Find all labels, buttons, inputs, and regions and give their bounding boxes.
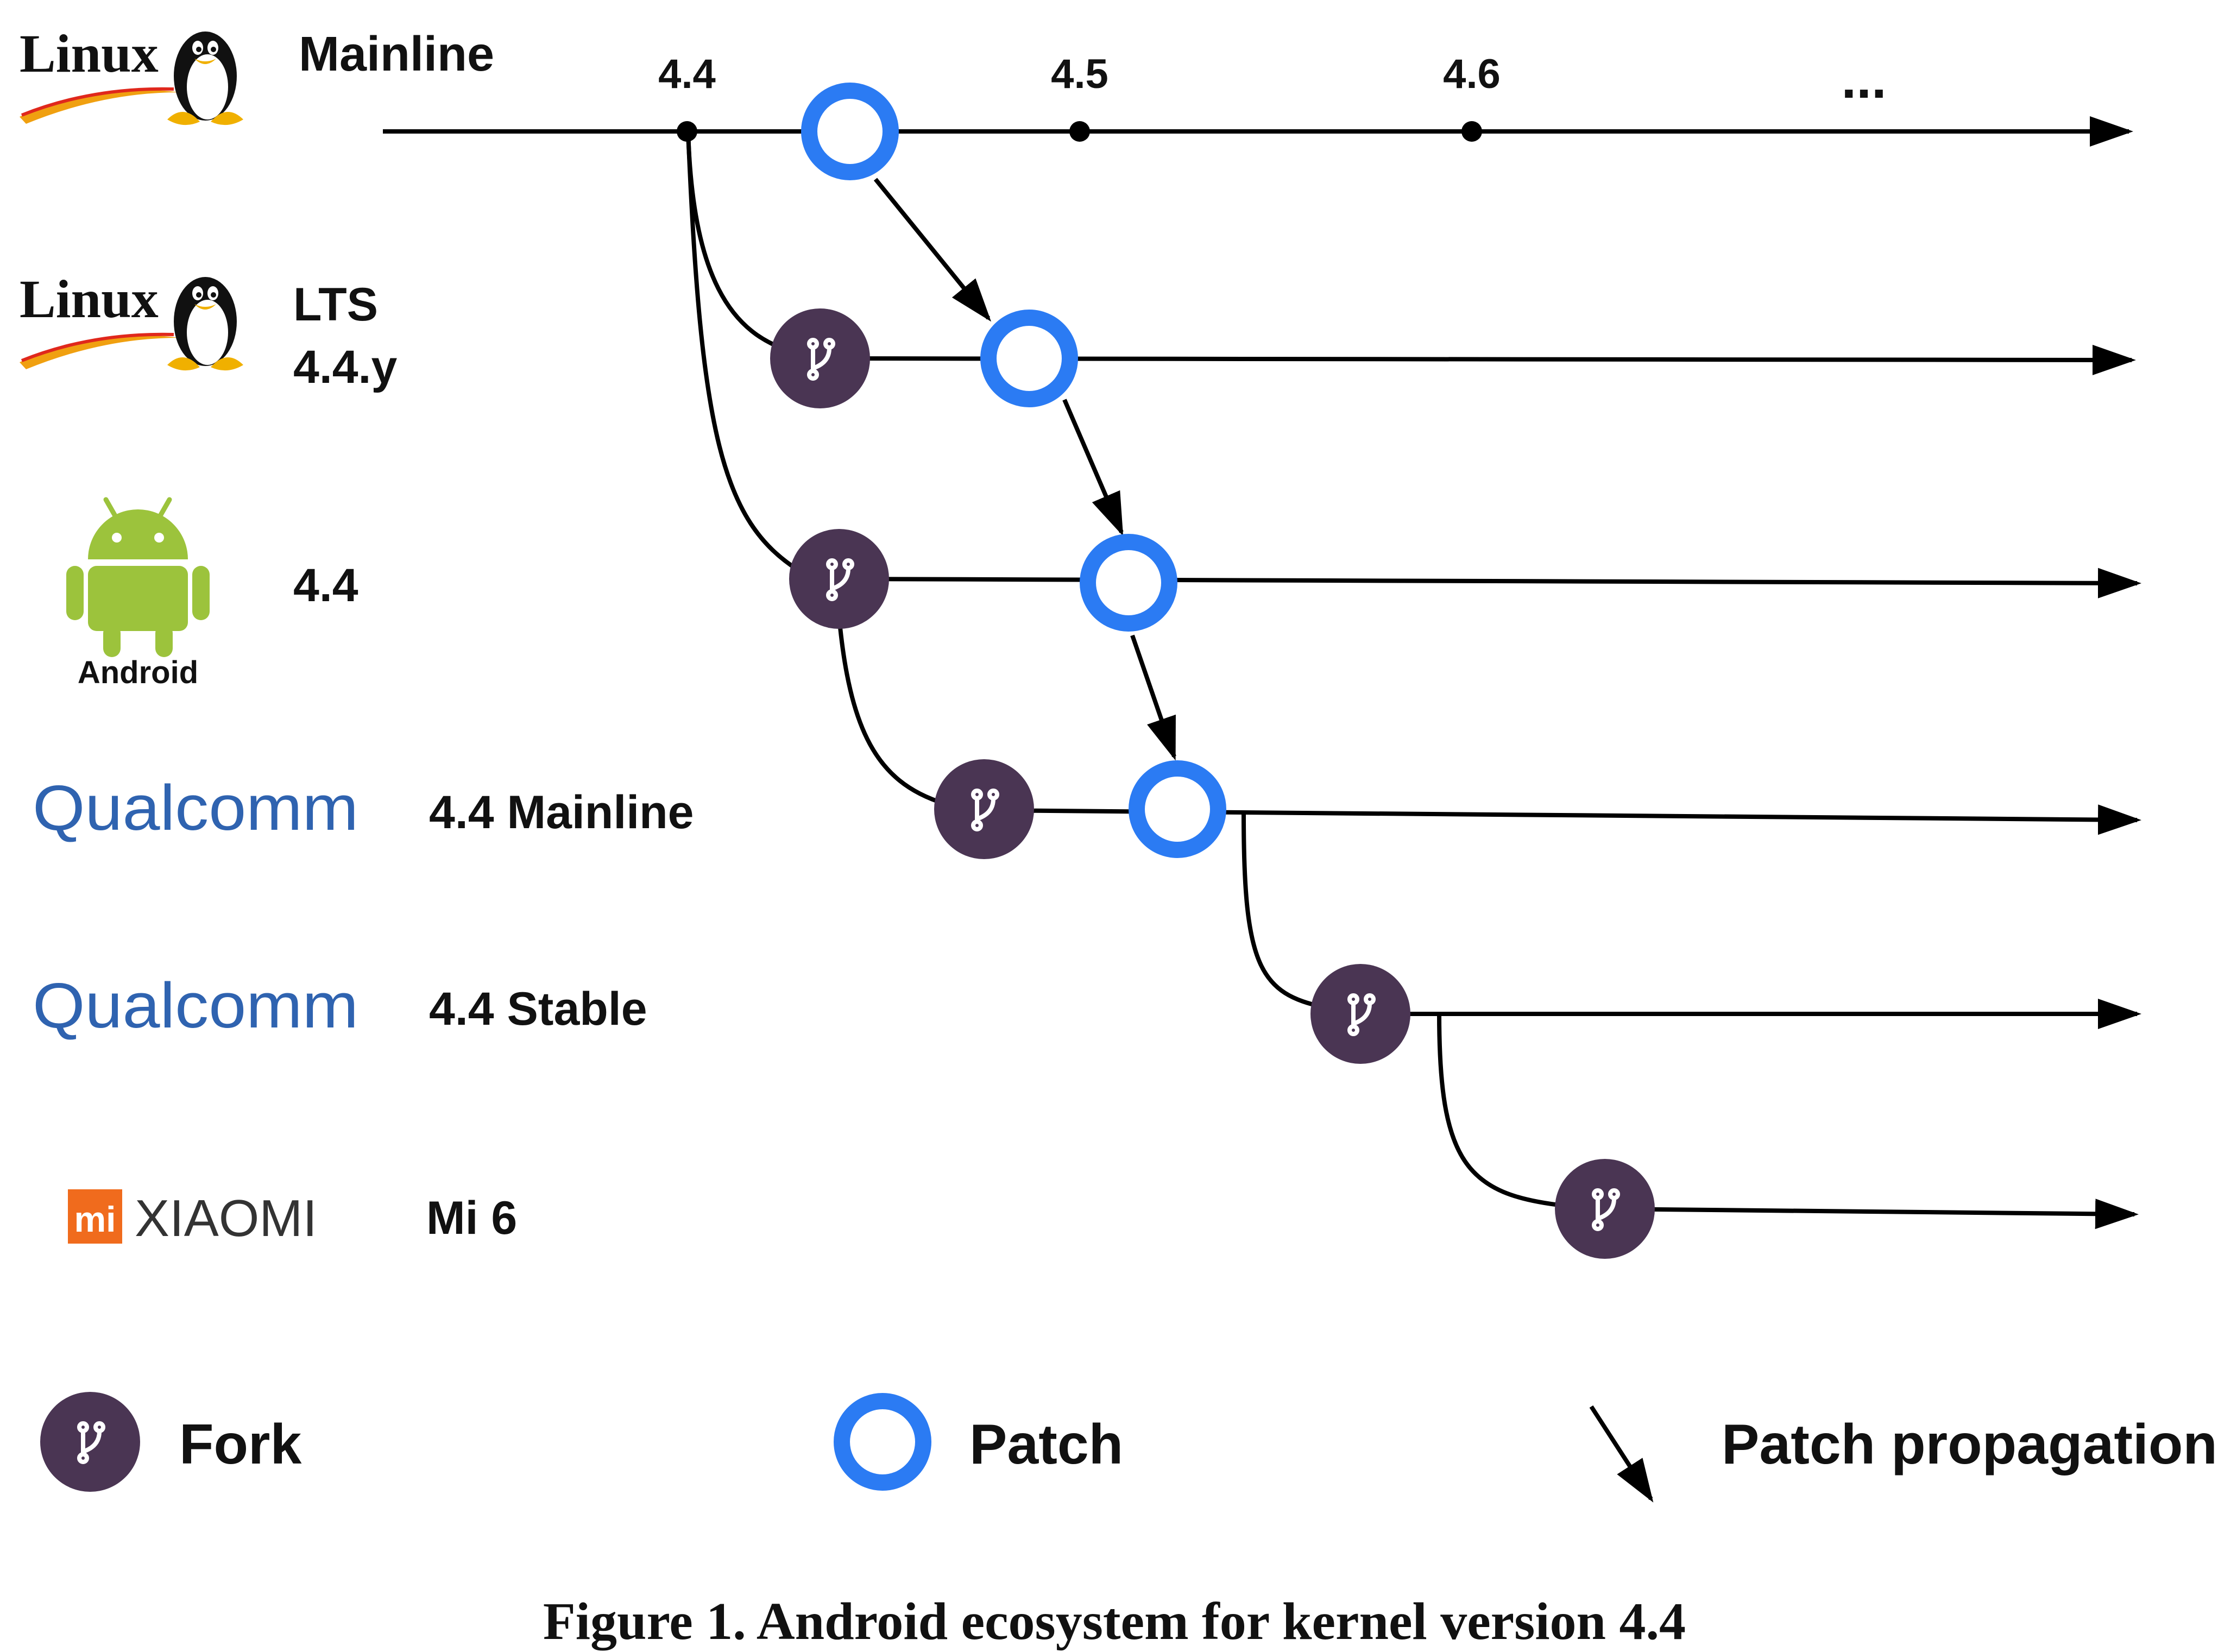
version-label-more: ... [1841, 49, 1886, 110]
version-dot-4-6 [1461, 121, 1482, 142]
row-label-qualcomm-mainline: 4.4 Mainline [429, 786, 694, 838]
patch-node-mainline [801, 83, 899, 180]
xiaomi-badge-text: mi [74, 1199, 116, 1239]
version-dot-4-4 [677, 121, 697, 142]
linux-logo-text: Linux [20, 23, 159, 84]
patch-node-android [1080, 534, 1177, 632]
version-label-4-4: 4.4 [658, 51, 716, 97]
patch-propagation-arrows [873, 178, 1176, 761]
legend-patch-label: Patch [969, 1413, 1123, 1476]
xiaomi-logo: mi XIAOMI [68, 1189, 317, 1247]
patch-nodes [801, 83, 1226, 858]
android-logo-text: Android [78, 655, 198, 690]
patch-node-lts [980, 310, 1078, 407]
fork-curve-qualcomm-stable [1242, 814, 1326, 1010]
version-dots [677, 121, 1482, 142]
row-label-mainline: Mainline [299, 27, 494, 81]
timeline-mi6 [1604, 1199, 2139, 1229]
row-label-lts-version: 4.4.y [293, 341, 397, 393]
row-label-qualcomm-stable: 4.4 Stable [429, 983, 647, 1035]
android-robot-logo: Android [66, 497, 210, 690]
figure-caption: Figure 1. Android ecosystem for kernel v… [543, 1592, 1686, 1651]
branch-lines [383, 116, 2141, 1229]
fork-curve-android [686, 131, 800, 572]
fork-node-qualcomm-mainline [934, 759, 1034, 859]
row-label-mi6: Mi 6 [426, 1192, 517, 1244]
fork-curve-mi6 [1437, 1013, 1565, 1208]
fork-curve-qualcomm-mainline [834, 578, 946, 806]
linux-logo-mainline: Linux [20, 23, 243, 125]
qualcomm-logo-mainline: Qualcomm [33, 772, 358, 844]
version-dot-4-5 [1069, 121, 1090, 142]
legend-fork-icon [40, 1392, 140, 1492]
legend: Fork Patch Patch propagation [40, 1392, 2217, 1503]
legend-propagation-label: Patch propagation [1722, 1413, 2217, 1476]
propagation-arrow-android-to-qualcomm [1130, 634, 1176, 761]
linux-logo-text: Linux [20, 269, 159, 329]
linux-logo-lts: Linux [20, 269, 243, 371]
fork-node-qualcomm-stable [1310, 964, 1410, 1064]
propagation-arrow-lts-to-android [1062, 399, 1124, 537]
patch-node-qualcomm-mainline [1129, 760, 1226, 858]
legend-patch-icon [834, 1393, 931, 1491]
row-label-android: 4.4 [293, 559, 358, 611]
row-label-lts: LTS [293, 279, 378, 331]
fork-node-android [789, 529, 889, 629]
xiaomi-logo-text: XIAOMI [135, 1189, 317, 1247]
fork-node-lts [770, 308, 870, 408]
qualcomm-logo-stable: Qualcomm [33, 970, 358, 1042]
legend-arrow-icon [1589, 1405, 1654, 1503]
propagation-arrow-mainline-to-lts [873, 178, 992, 322]
version-label-4-5: 4.5 [1051, 51, 1108, 97]
fork-curve-lts [686, 131, 799, 355]
fork-node-mi6 [1555, 1159, 1655, 1259]
legend-fork-label: Fork [179, 1413, 302, 1476]
version-label-4-6: 4.6 [1443, 51, 1501, 97]
timeline-android [839, 568, 2141, 598]
